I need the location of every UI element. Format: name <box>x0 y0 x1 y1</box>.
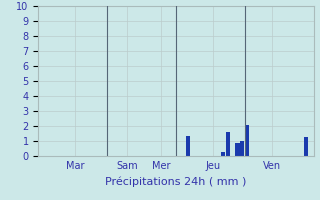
Bar <box>304 137 308 156</box>
Bar <box>240 141 244 156</box>
Bar <box>235 142 239 156</box>
Bar <box>245 125 249 156</box>
Bar <box>220 152 225 156</box>
Bar <box>226 132 230 156</box>
Bar <box>186 136 190 156</box>
X-axis label: Précipitations 24h ( mm ): Précipitations 24h ( mm ) <box>105 176 247 187</box>
